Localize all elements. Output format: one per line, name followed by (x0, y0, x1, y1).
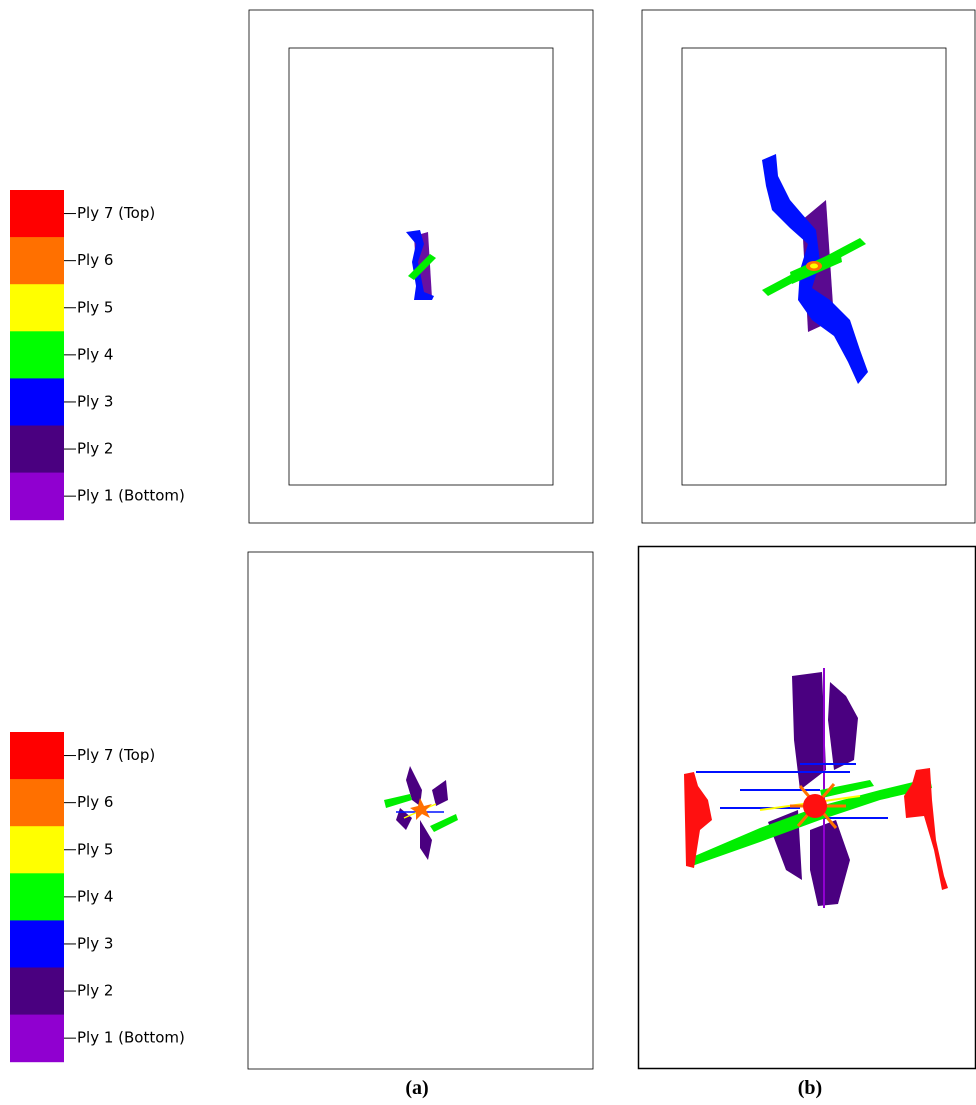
legend-label: Ply 4 (77, 887, 113, 905)
legend-swatch (10, 426, 64, 474)
damage-ply3 (696, 764, 888, 818)
damage-ply7 (803, 794, 827, 818)
legend-swatch (10, 873, 64, 921)
legend-swatch (10, 732, 64, 780)
legend-label: Ply 4 (77, 345, 113, 363)
damage-ply7 (904, 768, 948, 890)
legend-label: Ply 7 (Top) (77, 746, 155, 764)
legend-swatch (10, 826, 64, 874)
legend-label: Ply 6 (77, 251, 113, 269)
figure: (a) (b) Ply 7 (Top)Ply 6Ply 5Ply 4Ply 3P… (0, 0, 976, 1105)
legend-swatch (10, 284, 64, 332)
damage-ply5 (810, 264, 818, 269)
panel-top-left (249, 10, 593, 523)
legend-label: Ply 3 (77, 392, 113, 410)
panel-bottom-left (248, 552, 593, 1069)
legend-label: Ply 3 (77, 934, 113, 952)
legend-label: Ply 2 (77, 440, 113, 458)
legend-swatch (10, 378, 64, 426)
legend-swatch (10, 779, 64, 827)
legend-swatch (10, 1015, 64, 1063)
legend-swatch (10, 920, 64, 968)
panel-bottom-right (639, 547, 976, 1069)
damage-ply6 (410, 798, 432, 820)
legend-swatch (10, 473, 64, 521)
body: (a) (b) Ply 7 (Top)Ply 6Ply 5Ply 4Ply 3P… (0, 0, 976, 1105)
legend-swatch (10, 331, 64, 379)
legend-label: Ply 1 (Bottom) (77, 487, 185, 505)
legend-label: Ply 6 (77, 793, 113, 811)
legend-swatch (10, 968, 64, 1016)
panel-top-right (642, 10, 975, 523)
caption: (a) (405, 1077, 428, 1099)
legend-label: Ply 1 (Bottom) (77, 1029, 185, 1047)
legend-label: Ply 5 (77, 298, 113, 316)
page: Ply damage figure {"legends": [ {"items"… (0, 0, 976, 1105)
legend-swatch (10, 237, 64, 285)
caption: (b) (798, 1077, 822, 1099)
legend-swatch (10, 190, 64, 238)
legend-label: Ply 2 (77, 982, 113, 1000)
legend-label: Ply 7 (Top) (77, 204, 155, 222)
legend-label: Ply 5 (77, 840, 113, 858)
